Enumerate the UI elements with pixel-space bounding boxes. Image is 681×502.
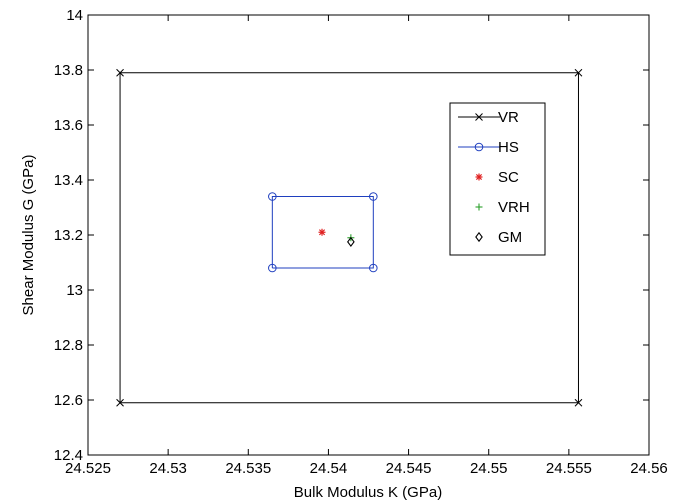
x-axis-label: Bulk Modulus K (GPa)	[294, 484, 442, 501]
x-tick-label: 24.545	[386, 460, 432, 477]
data-point	[347, 236, 355, 247]
series-hs	[268, 192, 378, 273]
y-tick-label: 14	[66, 7, 83, 24]
legend-label: HS	[498, 139, 519, 156]
x-tick-label: 24.535	[225, 460, 271, 477]
x-tick-label: 24.53	[149, 460, 187, 477]
data-point	[574, 398, 583, 407]
y-tick-label: 12.6	[54, 392, 83, 409]
legend-marker	[475, 231, 483, 243]
legend-label: GM	[498, 229, 522, 246]
series-line-hs	[271, 196, 374, 269]
legend-entry-hs: HS	[458, 139, 519, 156]
y-tick-label: 13.2	[54, 227, 83, 244]
y-tick-label: 13.8	[54, 62, 83, 79]
data-point	[574, 68, 583, 77]
x-tick-label: 24.555	[546, 460, 592, 477]
legend: VR HS SC VRH GM	[449, 102, 546, 256]
series-layer	[116, 68, 583, 407]
x-tick-label: 24.54	[310, 460, 348, 477]
y-tick-label: 12.8	[54, 337, 83, 354]
y-axis-label: Shear Modulus G (GPa)	[20, 155, 37, 316]
legend-marker	[475, 203, 483, 211]
data-point	[369, 263, 378, 273]
series-sc	[318, 228, 326, 236]
ticks: 24.525 24.53 24.535 24.54 24.545 24.55 24.555 2…	[54, 7, 668, 477]
data-point	[116, 68, 124, 77]
plot-area	[87, 14, 650, 456]
legend-label: VRH	[498, 199, 530, 216]
legend-marker	[475, 173, 483, 181]
y-tick-label: 13.6	[54, 117, 83, 134]
legend-entry-gm: GM	[475, 229, 522, 246]
x-tick-label: 24.55	[470, 460, 508, 477]
series-vr	[116, 68, 583, 407]
legend-marker	[474, 142, 484, 152]
legend-label: SC	[498, 169, 519, 186]
legend-box	[449, 102, 546, 256]
legend-entry-vr: VR	[458, 109, 519, 126]
legend-marker	[475, 113, 483, 121]
data-point	[318, 228, 326, 236]
data-point	[268, 263, 277, 273]
y-tick-label: 13	[66, 282, 83, 299]
x-tick-label: 24.56	[630, 460, 668, 477]
legend-entry-sc: SC	[475, 169, 519, 186]
data-point	[116, 398, 124, 407]
legend-label: VR	[498, 109, 519, 126]
series-gm	[347, 236, 355, 247]
y-tick-label: 13.4	[54, 172, 83, 189]
x-tick-label: 24.525	[65, 460, 111, 477]
legend-entry-vrh: VRH	[475, 199, 530, 216]
data-point	[369, 192, 378, 201]
data-point	[268, 192, 277, 201]
y-tick-label: 12.4	[54, 447, 83, 464]
